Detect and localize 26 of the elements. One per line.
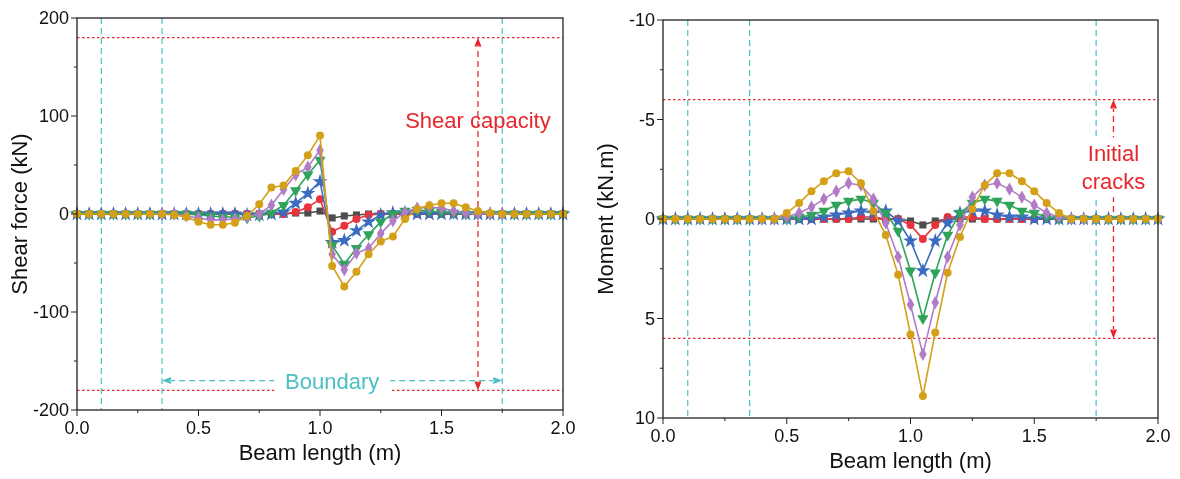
x-tick-label: 1.0: [307, 418, 333, 438]
x-tick-label: 2.0: [550, 418, 576, 438]
x-axis-title: Beam length (m): [829, 448, 992, 473]
y-tick-label: 100: [38, 106, 69, 126]
annotation: Initial cracks: [1081, 140, 1146, 194]
x-tick-label: 1.5: [428, 418, 455, 438]
y-tick-label: 200: [38, 8, 69, 28]
x-tick-label: 1.5: [1021, 426, 1047, 446]
y-tick-label: -200: [32, 400, 69, 420]
x-axis-title: Beam length (m): [238, 440, 402, 465]
x-tick-label: 0.0: [650, 426, 676, 446]
y-axis-title: Shear force (kN): [7, 133, 32, 295]
y-tick-label: 0: [58, 204, 69, 224]
y-tick-label: -10: [628, 10, 655, 30]
y-axis-title: Moment (kN.m): [593, 143, 618, 295]
x-tick-label: 1.0: [897, 426, 924, 446]
annotation: Boundary: [285, 368, 380, 394]
y-tick-label: 10: [634, 408, 655, 428]
x-tick-label: 2.0: [1145, 426, 1171, 446]
y-tick-label: 5: [644, 308, 655, 329]
x-tick-label: 0.5: [774, 426, 800, 446]
x-tick-label: 0.0: [64, 418, 90, 438]
y-tick-label: -100: [32, 302, 69, 322]
y-tick-label: 0: [644, 209, 655, 229]
y-tick-label: -5: [638, 109, 655, 130]
x-tick-label: 0.5: [185, 418, 212, 438]
